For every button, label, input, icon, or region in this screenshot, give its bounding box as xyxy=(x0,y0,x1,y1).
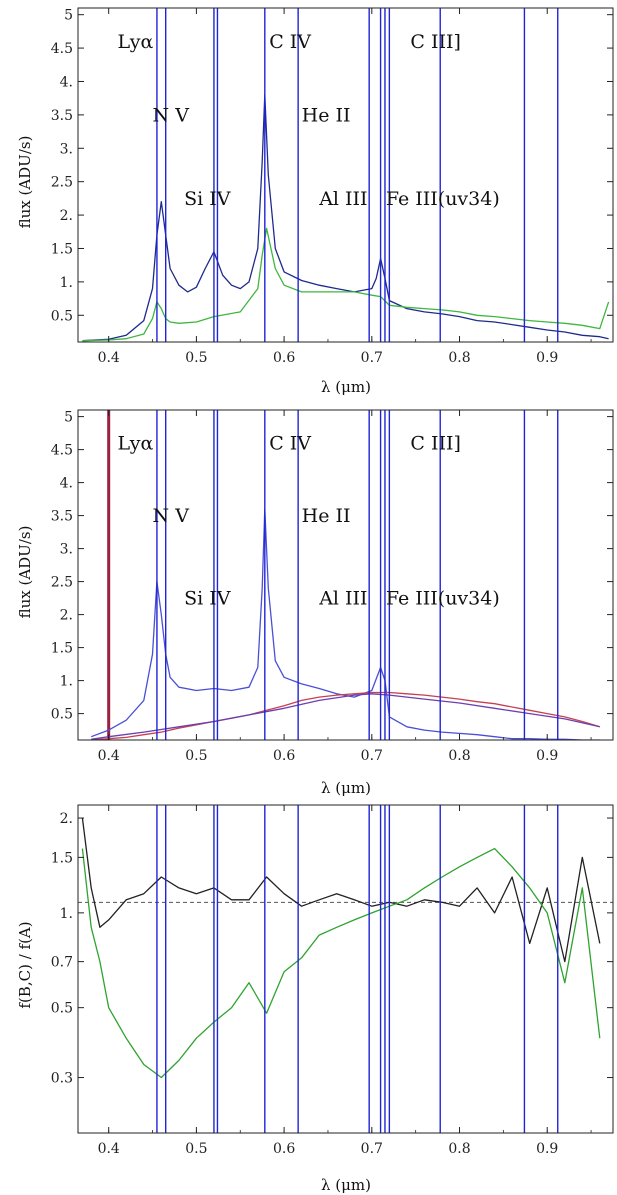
emission-line-label: N V xyxy=(153,105,190,127)
emission-line-label: C III] xyxy=(410,433,461,455)
y-tick-label: 2.5 xyxy=(51,175,73,191)
y-axis-label: flux (ADU/s) xyxy=(16,136,34,229)
y-axis-label: flux (ADU/s) xyxy=(16,526,34,619)
series-line-1 xyxy=(91,691,600,740)
plot-frame xyxy=(77,409,614,741)
panel-middle: flux (ADU/s) λ (μm) 0.4 0.5 0.6 0.7 0.8 0.9 0.… xyxy=(16,409,614,797)
x-axis-label: λ (μm) xyxy=(321,779,371,797)
x-tick-label: 0.9 xyxy=(536,1141,558,1157)
x-axis-label: λ (μm) xyxy=(321,1176,371,1194)
y-tick-label: 1. xyxy=(60,674,73,690)
emission-line-label: C IV xyxy=(269,31,311,53)
y-tick-label: 2.5 xyxy=(51,575,73,591)
series-line-0 xyxy=(81,817,601,963)
x-tick-label: 0.9 xyxy=(536,350,558,366)
y-tick-label: 0.5 xyxy=(51,1001,73,1017)
emission-line-label: Lyα xyxy=(117,433,153,455)
x-tick-label: 0.5 xyxy=(185,350,207,366)
x-tick-label: 0.5 xyxy=(185,748,207,764)
emission-line-label: Fe III(uv34) xyxy=(386,188,500,210)
plot-frame xyxy=(77,7,614,343)
y-tick-label: 4.5 xyxy=(51,41,73,57)
y-tick-label: 3.5 xyxy=(51,509,73,525)
y-tick-label: 1.5 xyxy=(51,241,73,257)
plot-area xyxy=(78,805,613,1133)
x-tick-label: 0.8 xyxy=(448,748,470,764)
x-tick-label: 0.4 xyxy=(98,748,120,764)
y-tick-label: 0.5 xyxy=(51,707,73,723)
emission-line-label: Si IV xyxy=(184,188,231,210)
plot-area xyxy=(90,410,600,740)
panel-top: flux (ADU/s) λ (μm) 0.4 0.5 0.6 0.7 0.8 0.9 0.… xyxy=(16,7,614,396)
emission-line-label: Al III xyxy=(318,188,367,210)
emission-line-label: Lyα xyxy=(117,31,153,53)
x-tick-label: 0.7 xyxy=(361,1141,383,1157)
y-tick-label: 3.5 xyxy=(51,108,73,124)
x-tick-label: 0.6 xyxy=(273,350,295,366)
y-tick-label: 2. xyxy=(60,608,73,624)
y-tick-label: 0.5 xyxy=(51,308,73,324)
y-tick-label: 4. xyxy=(60,74,73,90)
y-tick-label: 3. xyxy=(60,542,73,558)
y-tick-label: 5 xyxy=(64,410,73,426)
panel-bottom: f(B,C) / f(A) λ (μm) 0.4 0.5 0.6 0.7 0.8 0.9 0… xyxy=(16,804,614,1194)
x-tick-label: 0.6 xyxy=(273,1141,295,1157)
x-tick-label: 0.8 xyxy=(448,350,470,366)
y-tick-label: 1.5 xyxy=(51,641,73,657)
y-tick-label: 1.5 xyxy=(51,850,73,866)
x-tick-label: 0.7 xyxy=(361,748,383,764)
y-tick-label: 2. xyxy=(60,208,73,224)
y-tick-label: 0.3 xyxy=(51,1071,73,1087)
y-tick-label: 1. xyxy=(60,906,73,922)
series-line-0 xyxy=(90,508,600,740)
emission-line-label: Fe III(uv34) xyxy=(386,588,500,610)
y-tick-label: 2. xyxy=(60,811,73,827)
y-tick-label: 0.7 xyxy=(51,955,73,971)
series-line-1 xyxy=(82,227,610,342)
emission-line-label: Si IV xyxy=(184,588,231,610)
emission-line-label: Al III xyxy=(318,588,367,610)
x-tick-label: 0.5 xyxy=(185,1141,207,1157)
series-line-1 xyxy=(81,847,601,1079)
y-tick-label: 4.5 xyxy=(51,443,73,459)
emission-line-label: C IV xyxy=(269,433,311,455)
x-tick-label: 0.4 xyxy=(98,1141,120,1157)
x-tick-label: 0.7 xyxy=(361,350,383,366)
y-tick-label: 5 xyxy=(64,8,73,24)
emission-line-label: N V xyxy=(153,505,190,527)
y-axis-label: f(B,C) / f(A) xyxy=(16,921,34,1008)
x-tick-label: 0.6 xyxy=(273,748,295,764)
plot-area xyxy=(82,8,610,342)
x-axis-label: λ (μm) xyxy=(321,378,371,396)
x-tick-label: 0.8 xyxy=(448,1141,470,1157)
x-tick-label: 0.9 xyxy=(536,748,558,764)
emission-line-label: C III] xyxy=(410,31,461,53)
emission-line-label: He II xyxy=(302,105,351,127)
plot-frame xyxy=(77,804,614,1134)
series-line-0 xyxy=(82,94,609,342)
y-tick-label: 4. xyxy=(60,476,73,492)
series-line-2 xyxy=(91,693,600,740)
y-tick-label: 3. xyxy=(60,141,73,157)
x-tick-label: 0.4 xyxy=(98,350,120,366)
y-tick-label: 1. xyxy=(60,275,73,291)
emission-line-label: He II xyxy=(302,505,351,527)
